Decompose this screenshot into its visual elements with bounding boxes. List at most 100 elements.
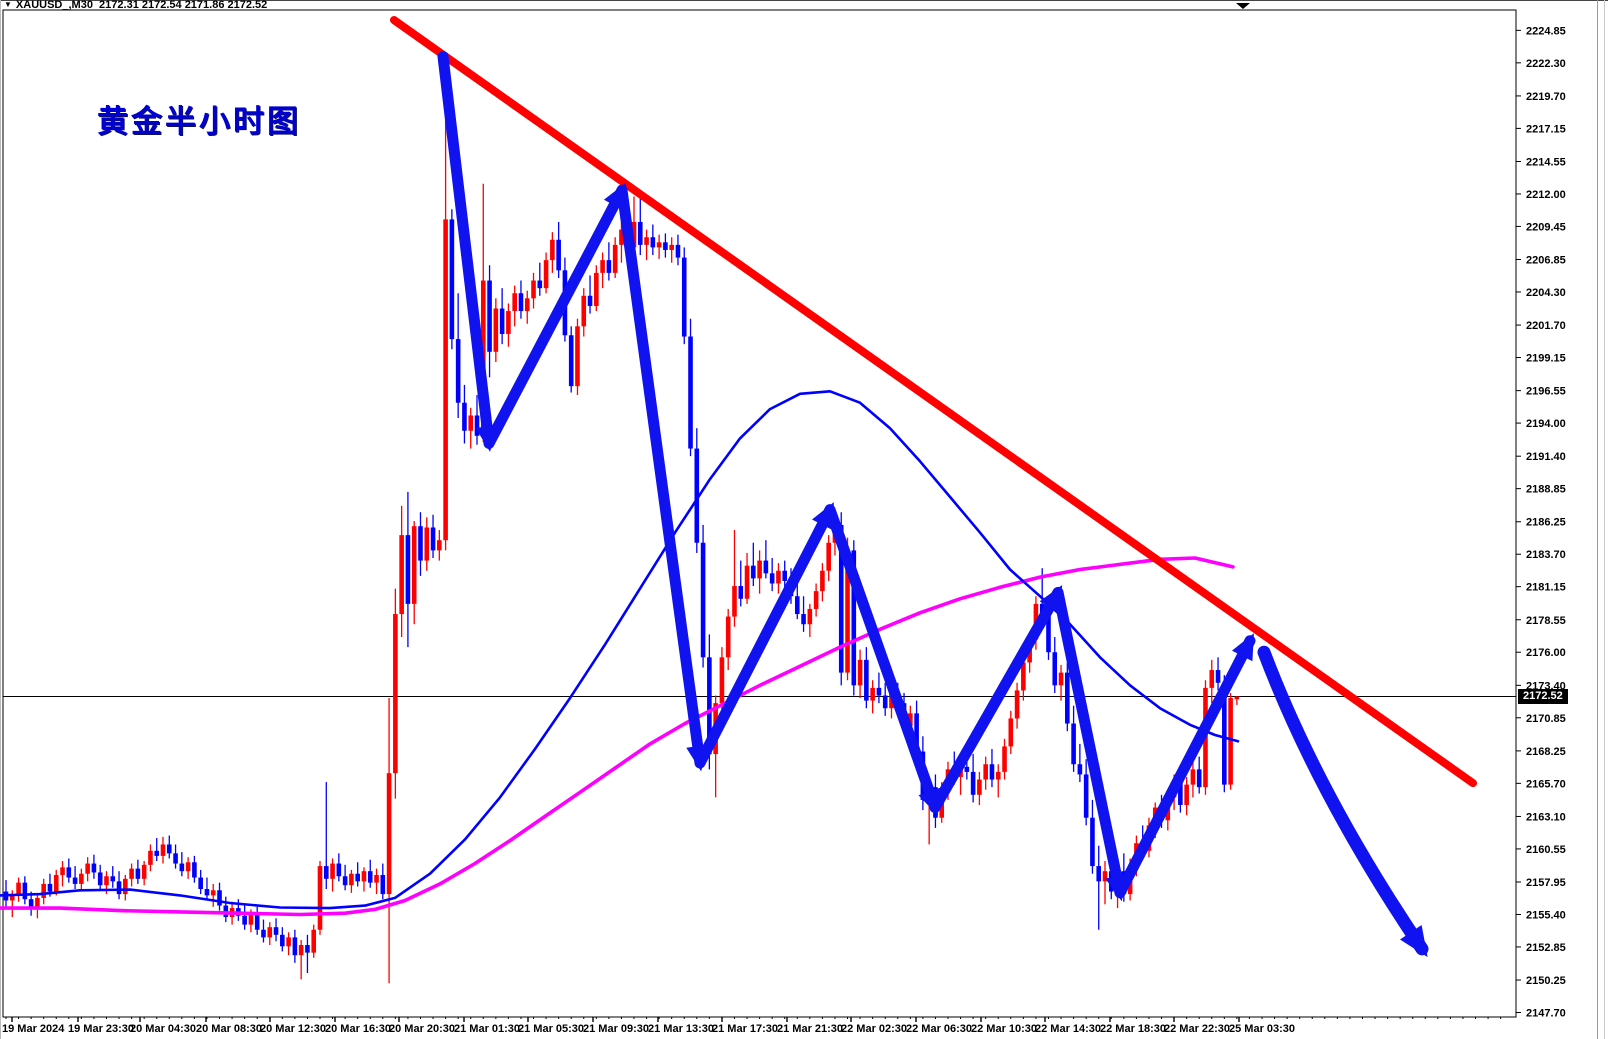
time-axis-label[interactable]: 21 Mar 05:30 (518, 1023, 584, 1035)
time-axis-label[interactable]: 25 Mar 03:30 (1229, 1023, 1295, 1035)
candle-body (600, 260, 605, 273)
price-axis-label[interactable]: 2157.95 (1526, 877, 1566, 889)
candle-body (964, 766, 970, 772)
time-axis-label[interactable]: 20 Mar 12:30 (260, 1023, 326, 1035)
price-axis-label[interactable]: 2209.45 (1526, 221, 1566, 233)
candle-body (411, 526, 417, 604)
time-axis-label[interactable]: 21 Mar 17:30 (712, 1023, 778, 1035)
quote-header[interactable]: ▼ XAUUSD_,M30 2172.31 2172.54 2171.86 21… (4, 0, 268, 11)
time-axis-label[interactable]: 20 Mar 20:30 (389, 1023, 455, 1035)
candle-body (669, 244, 674, 250)
price-axis-label[interactable]: 2186.25 (1526, 517, 1566, 529)
time-axis-label[interactable]: 21 Mar 13:30 (648, 1023, 714, 1035)
candle-body (543, 260, 549, 289)
price-axis-label[interactable]: 2212.00 (1526, 189, 1566, 201)
candle-body (305, 945, 310, 953)
candle-body (550, 239, 555, 261)
price-axis-label[interactable]: 2155.40 (1526, 909, 1566, 921)
time-axis-label[interactable]: 22 Mar 22:30 (1164, 1023, 1230, 1035)
price-axis-label[interactable]: 2176.00 (1526, 647, 1566, 659)
candle-body (725, 616, 731, 658)
candle-body (60, 867, 65, 876)
candle-body (1002, 746, 1007, 772)
candle-body (1058, 672, 1064, 686)
zigzag-arrowhead (1105, 873, 1128, 902)
candle-body (242, 915, 247, 925)
price-axis-label[interactable]: 2150.25 (1526, 975, 1566, 987)
candle-body (688, 336, 693, 449)
time-axis-label[interactable]: 20 Mar 08:30 (196, 1023, 262, 1035)
candle-body (656, 242, 662, 248)
candle-body (179, 863, 185, 872)
candle-body (707, 657, 712, 755)
candle-body (970, 771, 976, 795)
price-axis-label[interactable]: 2222.30 (1526, 58, 1566, 70)
candle-body (612, 244, 618, 273)
time-axis-label[interactable]: 22 Mar 14:30 (1035, 1023, 1101, 1035)
candle-body (663, 242, 668, 250)
trendline[interactable] (390, 16, 1477, 788)
symbol-quote-text: XAUUSD_,M30 2172.31 2172.54 2171.86 2172… (15, 0, 268, 11)
time-axis-label[interactable]: 22 Mar 10:30 (971, 1023, 1037, 1035)
candle-body (1190, 769, 1196, 785)
zigzag-arrowhead (475, 425, 499, 452)
time-axis-label[interactable]: 20 Mar 04:30 (130, 1023, 196, 1035)
symbol-dropdown-icon[interactable]: ▼ (4, 0, 12, 9)
price-axis-label[interactable]: 2165.70 (1526, 778, 1566, 790)
price-axis-label[interactable]: 2188.85 (1526, 484, 1566, 496)
candle-body (405, 535, 411, 604)
time-axis-label[interactable]: 19 Mar 2024 (2, 1023, 65, 1035)
candle-body (782, 570, 788, 581)
candle-body (9, 894, 15, 901)
time-axis-label[interactable]: 21 Mar 09:30 (583, 1023, 649, 1035)
price-axis-label[interactable]: 2217.15 (1526, 123, 1566, 135)
time-axis-label[interactable]: 21 Mar 01:30 (454, 1023, 520, 1035)
candle-body (587, 295, 593, 306)
time-axis-label[interactable]: 19 Mar 23:30 (68, 1023, 134, 1035)
price-axis-label[interactable]: 2191.40 (1526, 451, 1566, 463)
price-axis-label[interactable]: 2181.15 (1526, 582, 1566, 594)
price-axis-label[interactable]: 2201.70 (1526, 320, 1566, 332)
forecast-arrow-line[interactable] (1257, 645, 1429, 956)
price-axis-label[interactable]: 2147.70 (1526, 1007, 1566, 1019)
annotation-title[interactable]: 黄金半小时图 (97, 104, 301, 139)
price-axis-label[interactable]: 2206.85 (1526, 255, 1566, 267)
candle-body (857, 659, 863, 686)
price-axis-label[interactable]: 2199.15 (1526, 353, 1566, 365)
price-axis-label[interactable]: 2196.55 (1526, 386, 1566, 398)
price-axis-label[interactable]: 2152.85 (1526, 942, 1566, 954)
time-axis-label[interactable]: 22 Mar 18:30 (1100, 1023, 1166, 1035)
candle-body (575, 326, 580, 387)
price-axis-label[interactable]: 2170.85 (1526, 713, 1566, 725)
candle-body (41, 883, 46, 898)
candle-body (380, 875, 386, 895)
price-axis-label[interactable]: 2214.55 (1526, 156, 1566, 168)
price-axis-label[interactable]: 2163.10 (1526, 811, 1566, 823)
price-axis-label[interactable]: 2219.70 (1526, 91, 1566, 103)
plot-area[interactable] (2, 9, 1517, 1018)
price-axis-label[interactable]: 2204.30 (1526, 287, 1566, 299)
candle-body (882, 695, 888, 709)
price-axis-label[interactable]: 2183.70 (1526, 549, 1566, 561)
candle-body (1052, 652, 1058, 686)
candle-body (1046, 614, 1051, 653)
time-axis-label[interactable]: 22 Mar 06:30 (906, 1023, 972, 1035)
candle-body (85, 863, 90, 874)
candle-body (198, 877, 203, 890)
price-axis-label[interactable]: 2160.55 (1526, 844, 1566, 856)
candle-body (801, 614, 806, 625)
candle-body (35, 897, 40, 910)
time-axis-label[interactable]: 21 Mar 21:30 (777, 1023, 843, 1035)
price-axis-label[interactable]: 2194.00 (1526, 418, 1566, 430)
candle-body (116, 881, 122, 895)
candle-body (1234, 696, 1240, 700)
candle-body (826, 542, 831, 571)
chart-shift-marker-icon[interactable] (1236, 3, 1250, 9)
candle-body (261, 929, 266, 938)
price-axis-label[interactable]: 2178.55 (1526, 615, 1566, 627)
time-axis-label[interactable]: 22 Mar 02:30 (841, 1023, 907, 1035)
price-axis-label[interactable]: 2224.85 (1526, 25, 1566, 37)
time-axis-label[interactable]: 20 Mar 16:30 (325, 1023, 391, 1035)
price-axis-label[interactable]: 2168.25 (1526, 746, 1566, 758)
